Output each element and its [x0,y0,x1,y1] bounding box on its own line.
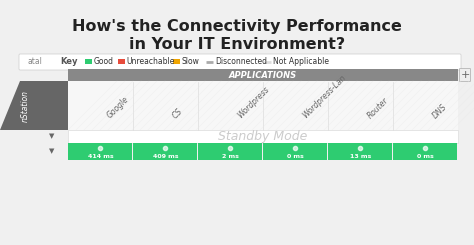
Text: Unreachable: Unreachable [127,58,175,66]
Bar [69,143,133,160]
Bar [393,143,457,160]
Text: Disconnected: Disconnected [215,58,267,66]
Polygon shape [0,81,68,130]
Bar [85,60,92,64]
Text: CS: CS [171,106,184,120]
Text: ▼: ▼ [49,134,55,139]
Text: 0 ms: 0 ms [417,154,434,159]
Text: APPLICATIONS: APPLICATIONS [229,71,297,79]
Bar [328,143,392,160]
Text: Not Applicable: Not Applicable [273,58,329,66]
Text: Google: Google [106,95,131,120]
FancyBboxPatch shape [459,69,471,82]
Bar [118,60,125,64]
Text: DNS: DNS [430,102,448,120]
Text: 2 ms: 2 ms [222,154,239,159]
Text: in Your IT Environment?: in Your IT Environment? [129,37,345,52]
Text: Key: Key [60,58,78,66]
Text: Slow: Slow [182,58,200,66]
Text: 414 ms: 414 ms [88,154,113,159]
Text: 0 ms: 0 ms [287,154,304,159]
Bar [206,60,213,64]
Text: atal: atal [28,58,43,66]
Text: Good: Good [94,58,114,66]
FancyBboxPatch shape [19,54,461,70]
Bar [264,60,271,64]
Bar [68,81,458,130]
Text: nStation: nStation [20,89,29,122]
Bar [68,130,458,143]
Bar [68,69,458,81]
Text: +: + [460,70,470,80]
Text: 409 ms: 409 ms [153,154,178,159]
Text: Standby Mode: Standby Mode [219,130,308,143]
Bar [134,143,198,160]
Text: 13 ms: 13 ms [350,154,371,159]
Bar [199,143,263,160]
Text: Wordpress: Wordpress [236,85,271,120]
Bar [264,143,328,160]
Text: Wordpress-Lan: Wordpress-Lan [301,73,347,120]
Bar [173,60,180,64]
Text: Router: Router [365,96,390,120]
Text: ▼: ▼ [49,148,55,155]
Text: How's the Connectivity Performance: How's the Connectivity Performance [72,20,402,35]
